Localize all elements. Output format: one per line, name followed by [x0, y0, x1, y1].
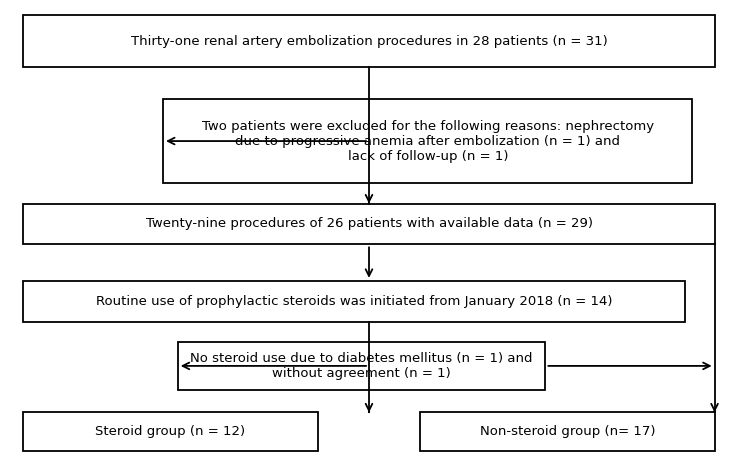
- Text: Steroid group (n = 12): Steroid group (n = 12): [95, 425, 246, 438]
- Text: Twenty-nine procedures of 26 patients with available data (n = 29): Twenty-nine procedures of 26 patients wi…: [145, 218, 593, 230]
- FancyBboxPatch shape: [178, 342, 545, 390]
- FancyBboxPatch shape: [421, 413, 714, 451]
- Text: Two patients were excluded for the following reasons: nephrectomy
due to progres: Two patients were excluded for the follo…: [201, 120, 654, 163]
- Text: No steroid use due to diabetes mellitus (n = 1) and
without agreement (n = 1): No steroid use due to diabetes mellitus …: [190, 352, 533, 380]
- Text: Non-steroid group (n= 17): Non-steroid group (n= 17): [480, 425, 655, 438]
- FancyBboxPatch shape: [24, 413, 317, 451]
- FancyBboxPatch shape: [163, 99, 692, 183]
- FancyBboxPatch shape: [24, 281, 685, 322]
- Text: Thirty-one renal artery embolization procedures in 28 patients (n = 31): Thirty-one renal artery embolization pro…: [131, 35, 607, 48]
- FancyBboxPatch shape: [24, 203, 714, 244]
- FancyBboxPatch shape: [24, 15, 714, 67]
- Text: Routine use of prophylactic steroids was initiated from January 2018 (n = 14): Routine use of prophylactic steroids was…: [96, 295, 613, 308]
